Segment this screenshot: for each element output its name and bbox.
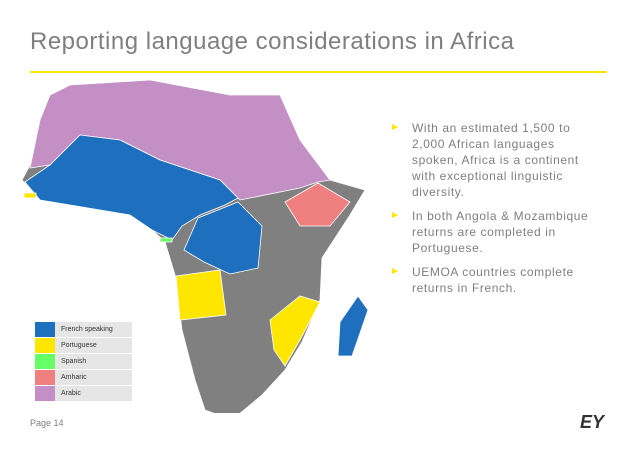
legend-entry: Spanish	[35, 354, 132, 369]
legend-label: French speaking	[55, 322, 132, 337]
bullet: In both Angola & Mozambique returns are …	[390, 208, 600, 256]
legend-label: Arabic	[55, 386, 132, 401]
legend-swatch	[35, 386, 55, 401]
region-arabic	[29, 79, 331, 201]
region-guinea-bissau	[23, 192, 37, 199]
page-number: Page 14	[30, 418, 64, 428]
legend-entry: French speaking	[35, 322, 132, 337]
region-french-west	[24, 134, 239, 241]
region-mozambique	[269, 295, 321, 367]
legend-entry: Arabic	[35, 386, 132, 401]
legend-entry: Portuguese	[35, 338, 132, 353]
slide-title: Reporting language considerations in Afr…	[30, 28, 515, 55]
legend: French speaking Portuguese Spanish Amharic A…	[35, 322, 132, 402]
legend-swatch	[35, 322, 55, 337]
title-rule	[30, 71, 607, 73]
bullet: With an estimated 1,500 to 2,000 African…	[390, 120, 600, 200]
logo: EY	[580, 412, 605, 432]
region-angola	[175, 269, 227, 321]
legend-swatch	[35, 354, 55, 369]
africa-map	[21, 79, 369, 413]
bullet: UEMOA countries complete returns in Fren…	[390, 264, 600, 296]
legend-entry: Amharic	[35, 370, 132, 385]
region-equatorial-guinea	[159, 237, 173, 243]
legend-label: Portuguese	[55, 338, 132, 353]
region-madagascar	[337, 295, 369, 357]
legend-swatch	[35, 370, 55, 385]
region-ethiopia	[284, 182, 351, 227]
legend-swatch	[35, 338, 55, 353]
bullet-list: With an estimated 1,500 to 2,000 African…	[390, 120, 600, 304]
region-french-central	[183, 201, 263, 275]
legend-label: Spanish	[55, 354, 132, 369]
legend-label: Amharic	[55, 370, 132, 385]
